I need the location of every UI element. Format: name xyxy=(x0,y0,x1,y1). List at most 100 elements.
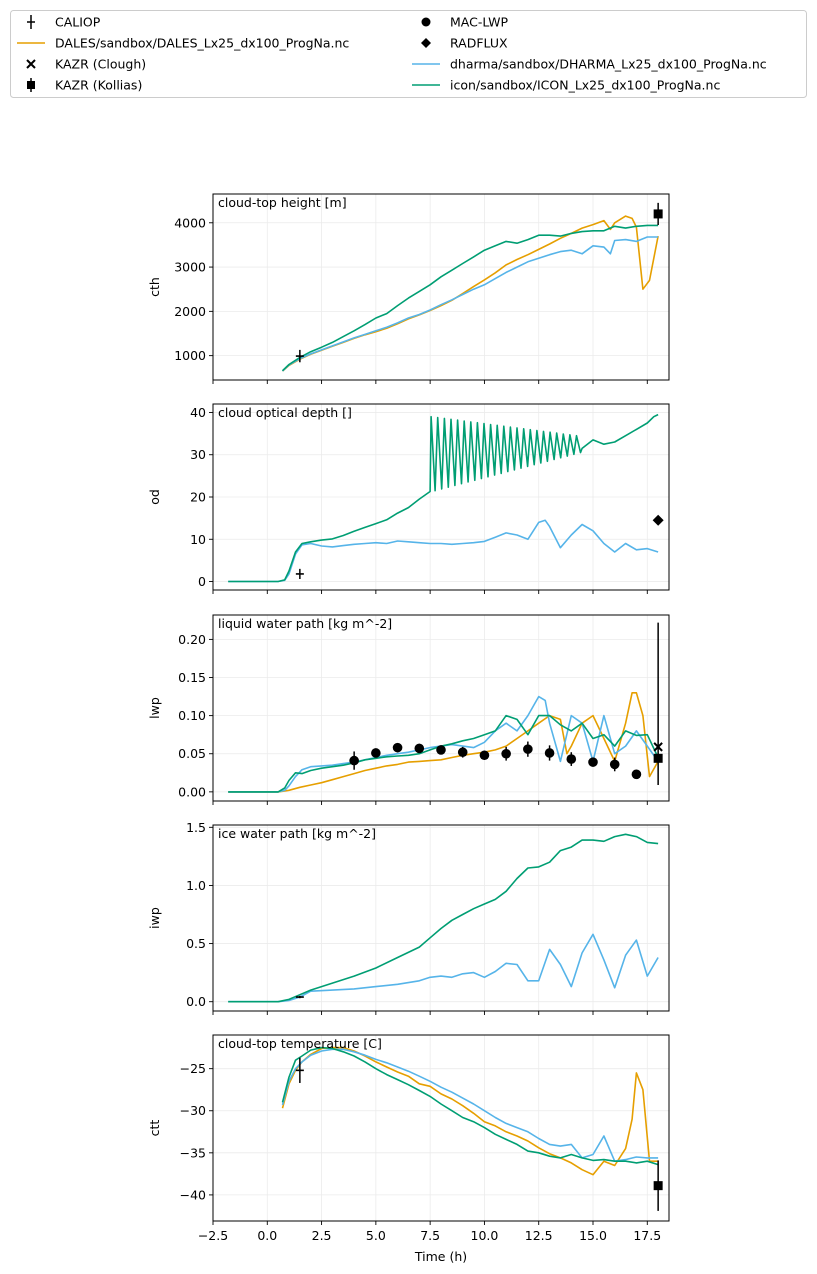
series-line-dharma xyxy=(281,1048,659,1162)
y-axis-label: ctt xyxy=(147,1120,162,1137)
y-tick-label: 1.5 xyxy=(186,820,206,835)
legend-frame xyxy=(10,10,807,98)
panels: 1000 2000 3000 4000 cth cloud-top height [m] 0… xyxy=(147,193,670,1264)
point-marker-mac_lwp xyxy=(479,750,490,761)
point-marker-kazr_kollias xyxy=(653,1181,663,1191)
legend-label-kazr_clough: KAZR (Clough) xyxy=(55,57,146,72)
plot-area xyxy=(228,692,659,793)
y-tick-label: 40 xyxy=(190,405,206,420)
series-line-dales xyxy=(281,1046,659,1176)
y-tick-label: 0.00 xyxy=(178,784,206,799)
point-marker-mac_lwp xyxy=(566,754,577,764)
y-axis-label: od xyxy=(147,489,162,505)
x-tick-label: 0.0 xyxy=(257,1228,277,1243)
legend-entry-caliop: CALIOP xyxy=(27,15,101,30)
y-tick-label: 4000 xyxy=(174,215,206,230)
x-tick-label: 17.5 xyxy=(633,1228,661,1243)
series-line-icon xyxy=(281,1046,659,1166)
plot-area xyxy=(228,413,659,583)
point-marker-mac_lwp xyxy=(349,755,359,766)
legend-entry-dharma: dharma/sandbox/DHARMA_Lx25_dx100_ProgNa.… xyxy=(412,57,767,72)
series-line-dales xyxy=(281,215,659,372)
x-tick-label: 10.0 xyxy=(471,1228,499,1243)
x-axis-label: Time (h) xyxy=(414,1249,467,1264)
series-line-dharma xyxy=(281,236,659,372)
point-marker-mac_lwp xyxy=(588,757,598,767)
y-tick-label: 3000 xyxy=(174,260,206,275)
panel-frame xyxy=(212,614,670,802)
point-marker-kazr_clough xyxy=(653,742,663,752)
y-tick-label: 0.15 xyxy=(178,670,206,685)
x-tick-label: 5.0 xyxy=(366,1228,386,1243)
series-line-icon xyxy=(228,833,659,1003)
y-tick-label: 0 xyxy=(198,574,206,589)
plot-area xyxy=(281,1046,659,1176)
legend-x-marker xyxy=(26,59,36,69)
legend-square-marker xyxy=(27,81,35,89)
y-tick-label: 2000 xyxy=(174,304,206,319)
legend-label-mac_lwp: MAC-LWP xyxy=(450,15,509,30)
series-line-icon xyxy=(281,224,659,372)
panel-frame xyxy=(212,193,670,381)
y-axis-label: cth xyxy=(147,277,162,297)
panel-title: liquid water path [kg m^-2] xyxy=(218,616,392,631)
series-line-dharma xyxy=(228,519,659,583)
point-marker-radflux xyxy=(652,514,664,526)
panel-frame xyxy=(212,824,670,1012)
panel-lwp: 0.00 0.05 0.10 0.15 0.20 lwp liquid water path… xyxy=(147,614,670,805)
plot-area xyxy=(228,833,659,1003)
x-tick-label: 12.5 xyxy=(525,1228,553,1243)
y-tick-label: −25 xyxy=(180,1061,206,1076)
y-axis-label: lwp xyxy=(147,697,162,719)
panel-cth: 1000 2000 3000 4000 cth cloud-top height [m] xyxy=(147,193,670,384)
plot-area xyxy=(281,215,659,372)
y-tick-label: 1000 xyxy=(174,348,206,363)
panel-iwp: 0.0 0.5 1.0 1.5 iwp ice water path [kg m^-2] xyxy=(147,820,670,1015)
series-line-dales xyxy=(228,692,659,793)
point-marker-mac_lwp xyxy=(544,748,555,758)
series-line-icon xyxy=(228,413,659,583)
legend-entry-dales: DALES/sandbox/DALES_Lx25_dx100_ProgNa.nc xyxy=(17,36,349,51)
y-tick-label: −30 xyxy=(180,1103,206,1118)
series-line-dharma xyxy=(228,933,659,1003)
panel-title: cloud optical depth [] xyxy=(218,405,352,420)
point-marker-mac_lwp xyxy=(631,769,642,780)
legend-label-radflux: RADFLUX xyxy=(450,36,508,51)
x-tick-label: 15.0 xyxy=(579,1228,607,1243)
y-tick-label: 1.0 xyxy=(186,878,206,893)
y-tick-label: 0.05 xyxy=(178,746,206,761)
legend-entry-kazr_kollias: KAZR (Kollias) xyxy=(27,78,142,93)
y-tick-label: 0.20 xyxy=(178,632,206,647)
point-marker-mac_lwp xyxy=(457,747,468,758)
point-marker-mac_lwp xyxy=(392,742,403,753)
y-axis-label: iwp xyxy=(147,907,162,929)
y-tick-label: 0.10 xyxy=(178,708,206,723)
panel-frame xyxy=(212,1034,670,1222)
point-marker-mac_lwp xyxy=(436,745,446,755)
y-tick-label: 30 xyxy=(190,447,206,462)
x-tick-label: 2.5 xyxy=(312,1228,332,1243)
legend-diamond-marker xyxy=(421,38,431,48)
y-tick-label: 20 xyxy=(190,490,206,505)
point-marker-mac_lwp xyxy=(414,743,425,754)
legend-label-dharma: dharma/sandbox/DHARMA_Lx25_dx100_ProgNa.… xyxy=(450,57,767,72)
series-line-icon xyxy=(228,714,659,793)
series-line-dharma xyxy=(228,695,659,793)
y-tick-label: 10 xyxy=(190,532,206,547)
point-marker-kazr_kollias xyxy=(653,209,663,219)
point-marker-mac_lwp xyxy=(501,748,511,759)
legend-entry-mac_lwp: MAC-LWP xyxy=(421,15,509,30)
y-tick-label: −35 xyxy=(180,1145,206,1160)
panel-title: cloud-top height [m] xyxy=(218,195,347,210)
legend-label-dales: DALES/sandbox/DALES_Lx25_dx100_ProgNa.nc xyxy=(55,36,349,51)
legend-label-kazr_kollias: KAZR (Kollias) xyxy=(55,78,142,93)
panel-ctt: −40 −35 −30 −25 −2.5 0.0 2.5 5.0 7.5 10.0 12.5 15.0… xyxy=(147,1034,670,1243)
legend-label-icon: icon/sandbox/ICON_Lx25_dx100_ProgNa.nc xyxy=(450,78,720,93)
y-tick-label: 0.5 xyxy=(186,936,206,951)
point-marker-mac_lwp xyxy=(523,744,533,754)
panel-od: 0 10 20 30 40 od cloud optical depth [] xyxy=(147,403,670,594)
legend-label-caliop: CALIOP xyxy=(55,15,101,30)
y-tick-label: 0.0 xyxy=(186,994,206,1009)
legend-entry-kazr_clough: KAZR (Clough) xyxy=(26,57,146,72)
